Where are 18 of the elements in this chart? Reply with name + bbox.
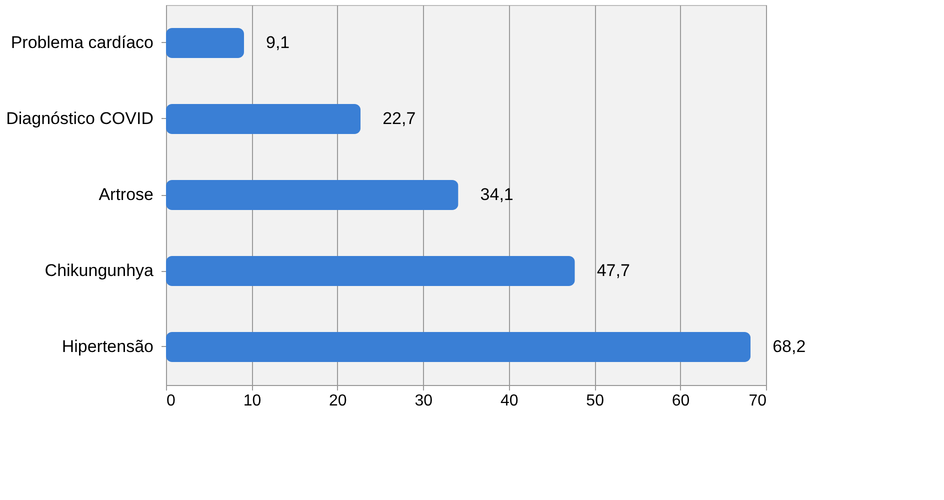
y-tick-label: Diagnóstico COVID	[6, 109, 154, 128]
x-tick-label: 20	[329, 392, 347, 410]
x-tick-label: 70	[748, 392, 767, 410]
x-tick-label: 40	[500, 392, 518, 410]
y-tick-label: Problema cardíaco	[10, 33, 154, 52]
data-label: 68,2	[772, 337, 806, 356]
y-tick-label: Artrose	[98, 185, 154, 204]
data-label: 47,7	[596, 261, 630, 280]
x-tick-label: 10	[243, 392, 262, 410]
data-label: 34,1	[480, 185, 514, 204]
x-tick-label: 50	[586, 392, 604, 410]
data-label: 22,7	[382, 109, 416, 128]
y-tick-label: Chikungunhya	[44, 261, 154, 280]
y-tick-label: Hipertensão	[62, 337, 154, 356]
x-tick-label: 0	[166, 392, 176, 410]
data-label: 9,1	[266, 33, 290, 52]
x-tick-label: 30	[414, 392, 433, 410]
x-tick-label: 60	[672, 392, 690, 410]
